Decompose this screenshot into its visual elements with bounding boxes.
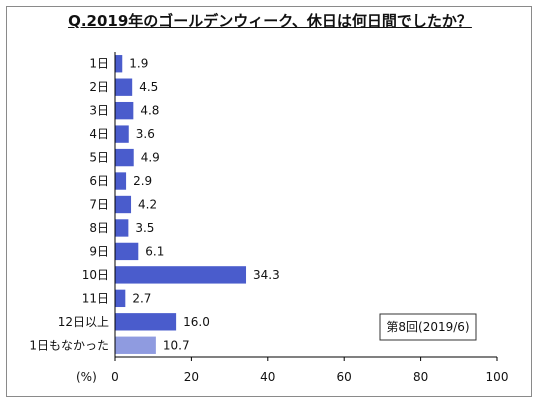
bars-group bbox=[115, 55, 247, 354]
value-label: 2.9 bbox=[133, 174, 152, 188]
bar-11 bbox=[115, 289, 126, 308]
category-label: 12日以上 bbox=[58, 315, 109, 329]
value-label: 4.5 bbox=[139, 80, 158, 94]
value-label: 34.3 bbox=[253, 268, 280, 282]
category-labels: 1日 2日 3日 4日 5日 6日 7日 8日 9日 10日 11日 12日以上 1日もなかった bbox=[29, 57, 109, 353]
category-label: 11日 bbox=[82, 291, 109, 305]
x-tick-label: 60 bbox=[337, 370, 352, 384]
tick-labels: 0 20 40 60 80 100 bbox=[111, 357, 508, 384]
x-tick-label: 40 bbox=[260, 370, 275, 384]
value-label: 4.2 bbox=[138, 198, 157, 212]
category-label: 9日 bbox=[89, 244, 109, 258]
category-label: 6日 bbox=[89, 174, 109, 188]
value-label: 3.5 bbox=[135, 221, 154, 235]
category-label: 1日もなかった bbox=[29, 338, 109, 352]
value-label: 4.8 bbox=[140, 104, 159, 118]
value-label: 1.9 bbox=[129, 57, 148, 71]
x-tick-label: 100 bbox=[486, 370, 509, 384]
value-label: 2.7 bbox=[132, 291, 151, 305]
x-tick-label: 0 bbox=[111, 370, 119, 384]
annotation-box-border bbox=[379, 313, 477, 341]
category-label: 8日 bbox=[89, 221, 109, 235]
chart-title: Q.2019年のゴールデンウィーク、休日は何日間でしたか？ bbox=[68, 12, 472, 30]
bar-13 bbox=[115, 336, 156, 354]
axes bbox=[114, 52, 497, 358]
category-label: 2日 bbox=[89, 80, 109, 94]
bar-1 bbox=[115, 55, 123, 73]
x-tick-label: 80 bbox=[413, 370, 428, 384]
bar-7 bbox=[115, 195, 132, 214]
bar-2 bbox=[115, 78, 133, 96]
bar-9 bbox=[115, 242, 139, 261]
value-label: 6.1 bbox=[145, 244, 164, 258]
bar-3 bbox=[115, 101, 134, 120]
bar-8 bbox=[115, 219, 129, 237]
category-label: 1日 bbox=[89, 57, 109, 71]
bar-4 bbox=[115, 125, 129, 143]
category-label: 5日 bbox=[89, 151, 109, 165]
annotation-box: 第8回(2019/6) bbox=[379, 313, 477, 341]
category-label: 7日 bbox=[89, 198, 109, 212]
value-label: 16.0 bbox=[183, 315, 210, 329]
value-label: 3.6 bbox=[136, 127, 155, 141]
category-label: 3日 bbox=[89, 104, 109, 118]
bar-12 bbox=[115, 313, 177, 331]
category-label: 10日 bbox=[82, 268, 109, 282]
bar-10 bbox=[115, 266, 247, 284]
category-label: 4日 bbox=[89, 127, 109, 141]
value-labels: 1.9 4.5 4.8 3.6 4.9 2.9 4.2 3.5 6.1 34.3 2.7 16.0 10… bbox=[129, 57, 279, 353]
value-label: 4.9 bbox=[141, 151, 160, 165]
x-tick-label: 20 bbox=[184, 370, 199, 384]
annotation-text: 第8回(2019/6) bbox=[386, 320, 469, 334]
bar-5 bbox=[115, 148, 134, 167]
unit-label: (%) bbox=[76, 370, 97, 384]
value-label: 10.7 bbox=[163, 338, 190, 352]
bar-6 bbox=[115, 172, 127, 190]
